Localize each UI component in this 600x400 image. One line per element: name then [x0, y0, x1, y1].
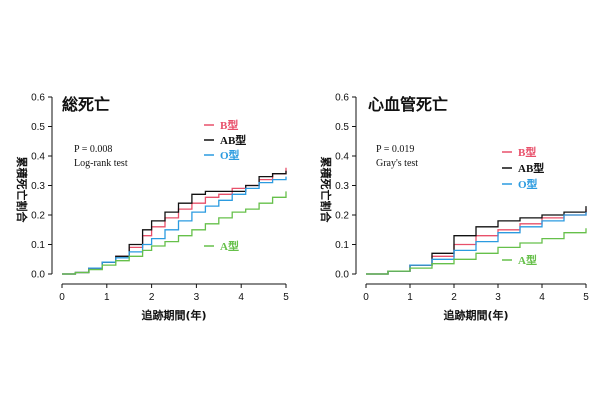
x-tick-label: 5	[583, 292, 589, 303]
series-line-o-type	[62, 176, 287, 275]
y-tick-label: 0.6	[335, 93, 349, 104]
series-line-a-type	[62, 191, 287, 275]
y-tick-label: 0.3	[335, 181, 349, 192]
panel-total-mortality: 0.0 0.1 0.2 0.3 0.4 0.5 0.6 0 1 2 3 4 5 追跡期間(年) 累積死亡割合…	[15, 93, 289, 323]
y-tick-label: 0.6	[31, 93, 45, 104]
x-tick-label: 0	[59, 292, 65, 303]
x-tick-label: 0	[363, 292, 369, 303]
legend-label: A型	[220, 239, 239, 253]
x-tick-label: 1	[104, 292, 110, 303]
y-axis-label: 累積死亡割合	[15, 157, 29, 224]
x-tick-label: 2	[149, 292, 155, 303]
legend-label: O型	[518, 177, 538, 191]
p-value: P = 0.008	[74, 144, 112, 155]
p-value: P = 0.019	[376, 144, 414, 155]
y-tick-label: 0.0	[31, 270, 45, 281]
x-tick-label: 4	[238, 292, 244, 303]
x-tick-label: 1	[407, 292, 413, 303]
y-tick-label: 0.4	[335, 152, 349, 163]
panel-cardiovascular-mortality: 0.0 0.1 0.2 0.3 0.4 0.5 0.6 0 1 2 3 4 5 追跡期間(年) 累積死亡割合…	[319, 93, 589, 323]
test-name: Gray's test	[376, 158, 418, 169]
x-tick-label: 2	[451, 292, 457, 303]
x-tick-label: 4	[539, 292, 545, 303]
legend-label: O型	[220, 148, 240, 162]
y-tick-label: 0.3	[31, 181, 45, 192]
test-name: Log-rank test	[74, 158, 128, 169]
x-tick-label: 3	[495, 292, 501, 303]
legend-label: A型	[518, 253, 537, 267]
y-axis-label: 累積死亡割合	[319, 157, 333, 224]
y-tick-label: 0.0	[335, 270, 349, 281]
y-tick-label: 0.1	[31, 240, 45, 251]
legend-label: AB型	[220, 133, 246, 147]
series-line-a-type	[366, 228, 587, 275]
legend-label: B型	[518, 145, 536, 159]
y-tick-label: 0.1	[335, 240, 349, 251]
series-line-ab-type	[62, 170, 287, 275]
x-tick-label: 3	[194, 292, 200, 303]
legend-label: B型	[220, 118, 238, 132]
legend-label: AB型	[518, 161, 544, 175]
x-tick-label: 5	[283, 292, 289, 303]
y-tick-label: 0.5	[335, 122, 349, 133]
y-tick-label: 0.2	[31, 211, 45, 222]
x-axis-label: 追跡期間(年)	[443, 308, 508, 322]
series-line-b-type	[62, 167, 287, 275]
chart-title: 心血管死亡	[368, 95, 448, 114]
chart-title: 総死亡	[62, 95, 110, 114]
series-line-o-type	[366, 212, 587, 275]
y-tick-label: 0.2	[335, 211, 349, 222]
y-tick-label: 0.4	[31, 152, 45, 163]
x-axis-label: 追跡期間(年)	[141, 308, 206, 322]
y-tick-label: 0.5	[31, 122, 45, 133]
